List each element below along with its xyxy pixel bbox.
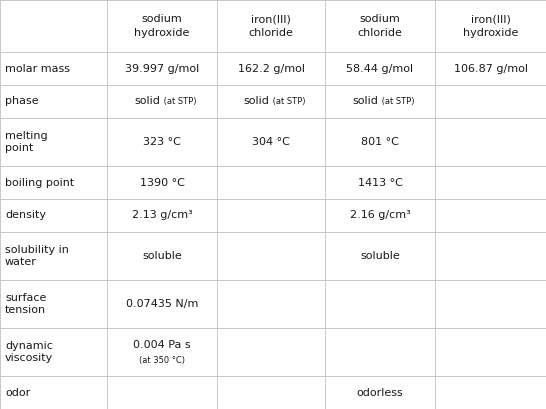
Text: 0.004 Pa s: 0.004 Pa s — [133, 340, 191, 350]
Text: solid: solid — [134, 97, 160, 106]
Text: surface
tension: surface tension — [5, 293, 46, 315]
Text: boiling point: boiling point — [5, 178, 74, 187]
Text: 304 °C: 304 °C — [252, 137, 290, 147]
Text: iron(III)
chloride: iron(III) chloride — [248, 14, 293, 38]
Text: solid: solid — [243, 97, 269, 106]
Text: 2.16 g/cm³: 2.16 g/cm³ — [349, 211, 411, 220]
Text: 39.997 g/mol: 39.997 g/mol — [125, 63, 199, 74]
Text: iron(III)
hydroxide: iron(III) hydroxide — [463, 14, 518, 38]
Text: sodium
hydroxide: sodium hydroxide — [134, 14, 189, 38]
Text: molar mass: molar mass — [5, 63, 70, 74]
Text: melting
point: melting point — [5, 131, 48, 153]
Text: density: density — [5, 211, 46, 220]
Text: dynamic
viscosity: dynamic viscosity — [5, 341, 54, 363]
Text: 58.44 g/mol: 58.44 g/mol — [347, 63, 413, 74]
Text: solubility in
water: solubility in water — [5, 245, 69, 267]
Text: 106.87 g/mol: 106.87 g/mol — [454, 63, 527, 74]
Text: 1390 °C: 1390 °C — [140, 178, 185, 187]
Text: 801 °C: 801 °C — [361, 137, 399, 147]
Text: 323 °C: 323 °C — [143, 137, 181, 147]
Text: 2.13 g/cm³: 2.13 g/cm³ — [132, 211, 192, 220]
Text: 1413 °C: 1413 °C — [358, 178, 402, 187]
Text: soluble: soluble — [360, 251, 400, 261]
Text: odor: odor — [5, 387, 30, 398]
Text: soluble: soluble — [142, 251, 182, 261]
Text: (at STP): (at STP) — [270, 97, 306, 106]
Text: 0.07435 N/m: 0.07435 N/m — [126, 299, 198, 309]
Text: 162.2 g/mol: 162.2 g/mol — [238, 63, 305, 74]
Text: phase: phase — [5, 97, 39, 106]
Text: solid: solid — [352, 97, 378, 106]
Text: sodium
chloride: sodium chloride — [358, 14, 402, 38]
Text: (at 350 °C): (at 350 °C) — [139, 355, 185, 364]
Text: odorless: odorless — [357, 387, 403, 398]
Text: (at STP): (at STP) — [161, 97, 197, 106]
Text: (at STP): (at STP) — [379, 97, 414, 106]
